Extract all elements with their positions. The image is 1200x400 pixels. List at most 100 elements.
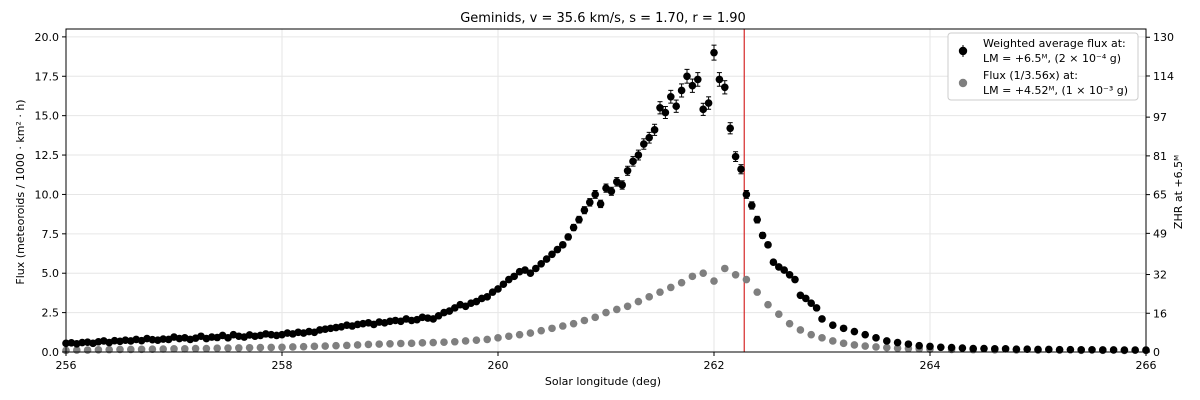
y2-axis-ticks: 0 16 32 49 65 81 97 114 130: [1146, 31, 1174, 359]
data-point-2-34: [429, 338, 438, 347]
y-tick-label-3: 7.5: [42, 228, 60, 241]
data-point-1-18: [159, 335, 167, 343]
data-point-1-157: [1001, 345, 1010, 353]
data-point-2-16: [235, 344, 243, 352]
data-point-2-29: [375, 340, 384, 348]
chart-title: Geminids, v = 35.6 km/s, s = 1.70, r = 1…: [460, 11, 746, 26]
y-tick-label-7: 17.5: [35, 70, 60, 83]
data-point-1-78: [483, 293, 492, 301]
data-point-2-19: [267, 343, 276, 352]
data-point-2-54: [645, 293, 653, 301]
data-point-2-36: [451, 337, 459, 346]
data-point-2-14: [213, 344, 221, 353]
data-point-2-12: [191, 344, 200, 353]
legend-marker-gray: [958, 78, 968, 88]
data-point-1-112: [667, 92, 675, 101]
y2-tick-label-1: 16: [1153, 307, 1167, 320]
data-point-2-31: [397, 339, 405, 348]
data-point-2-26: [343, 341, 351, 350]
y-tick-label-0: 0.0: [42, 346, 60, 359]
data-point-2-6: [127, 345, 135, 354]
data-point-1-94: [569, 223, 578, 232]
y-tick-label-1: 2.5: [42, 307, 60, 320]
y2-tick-label-3: 49: [1153, 227, 1167, 240]
data-point-1-142: [839, 324, 848, 333]
data-point-1-167: [1109, 346, 1118, 354]
data-point-2-70: [818, 334, 826, 342]
data-point-2-50: [602, 308, 610, 317]
data-point-1-87: [532, 264, 540, 273]
data-point-1-145: [872, 334, 880, 342]
y-axis-ticks: 0.0 2.5 5.0 7.5 10.0 12.5 15.0 17.5 20.0: [35, 31, 66, 359]
data-point-1-135: [791, 275, 799, 284]
y-tick-label-4: 10.0: [35, 188, 60, 201]
data-point-2-68: [796, 326, 805, 334]
data-point-1-131: [769, 258, 778, 266]
data-point-1-119: [704, 99, 713, 107]
data-point-1-104: [623, 167, 632, 175]
data-point-1-96: [580, 206, 589, 214]
data-point-2-74: [861, 342, 869, 350]
data-point-2-67: [785, 319, 794, 328]
data-point-1-109: [650, 126, 659, 134]
data-point-2-44: [537, 326, 545, 335]
data-point-2-76: [883, 343, 891, 352]
data-point-2-69: [807, 330, 815, 339]
data-point-1-80: [494, 285, 502, 293]
x-axis-title: Solar longitude (deg): [545, 375, 661, 388]
data-point-1-169: [1131, 346, 1139, 354]
data-point-1-149: [915, 341, 923, 350]
data-point-2-9: [159, 345, 167, 353]
data-point-2-40: [494, 334, 502, 342]
data-point-2-57: [677, 278, 686, 287]
data-point-1-106: [634, 151, 643, 159]
y2-tick-label-2: 32: [1153, 269, 1167, 282]
data-point-2-56: [667, 283, 675, 292]
data-point-1-89: [542, 255, 551, 263]
data-point-2-48: [580, 316, 589, 325]
data-point-1-124: [731, 152, 740, 161]
y2-tick-label-6: 97: [1153, 111, 1167, 124]
data-point-2-52: [623, 302, 632, 311]
data-point-2-24: [321, 342, 330, 350]
data-point-2-73: [850, 341, 859, 349]
data-point-2-55: [656, 288, 664, 296]
data-point-1-134: [785, 270, 794, 279]
plot-area-frame: [65, 28, 1147, 353]
data-point-2-21: [289, 343, 297, 351]
data-point-2-59: [699, 269, 707, 278]
data-point-2-10: [170, 345, 178, 353]
legend-marker-black: [958, 46, 968, 56]
data-point-1-148: [904, 340, 913, 348]
data-point-2-51: [613, 305, 621, 314]
data-point-1-107: [640, 140, 648, 148]
series-2: [62, 264, 1150, 355]
data-point-2-66: [775, 310, 783, 318]
legend-label-series-2-line-2: LM = +4.52ᴹ, (1 × 10⁻³ g): [983, 84, 1128, 97]
data-point-1-155: [980, 344, 988, 353]
data-point-1-138: [807, 299, 815, 307]
data-point-2-38: [472, 336, 481, 344]
data-point-1-151: [937, 343, 945, 352]
data-point-2-7: [137, 345, 146, 354]
data-point-1-166: [1099, 346, 1107, 354]
data-point-1-101: [607, 187, 616, 196]
data-point-1-156: [991, 345, 999, 353]
data-point-2-41: [505, 332, 513, 341]
x-tick-label-3: 262: [704, 359, 725, 372]
data-point-2-22: [299, 342, 308, 351]
data-point-2-46: [559, 322, 567, 330]
data-point-1-98: [591, 190, 599, 199]
data-point-1-143: [850, 327, 859, 336]
data-point-1-81: [499, 280, 508, 289]
y2-tick-label-7: 114: [1153, 70, 1174, 83]
data-point-2-77: [893, 344, 902, 353]
data-point-1-90: [548, 250, 556, 259]
data-point-1-122: [721, 83, 729, 92]
data-point-1-158: [1012, 345, 1021, 353]
y-tick-label-5: 12.5: [35, 149, 60, 162]
data-point-1-130: [764, 241, 772, 249]
x-tick-label-2: 260: [488, 359, 509, 372]
data-point-1-118: [699, 105, 707, 114]
